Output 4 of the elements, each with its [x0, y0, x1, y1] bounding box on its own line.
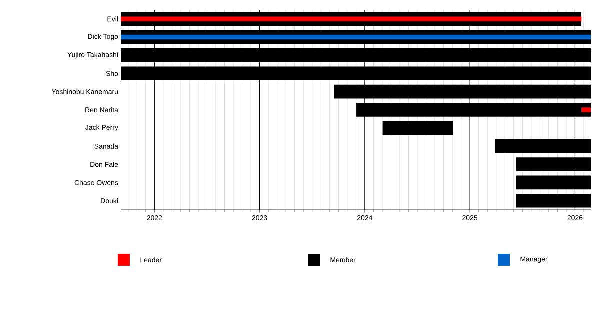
bar [121, 16, 582, 22]
bar [582, 108, 591, 112]
bar [382, 121, 454, 136]
bar [121, 34, 591, 40]
